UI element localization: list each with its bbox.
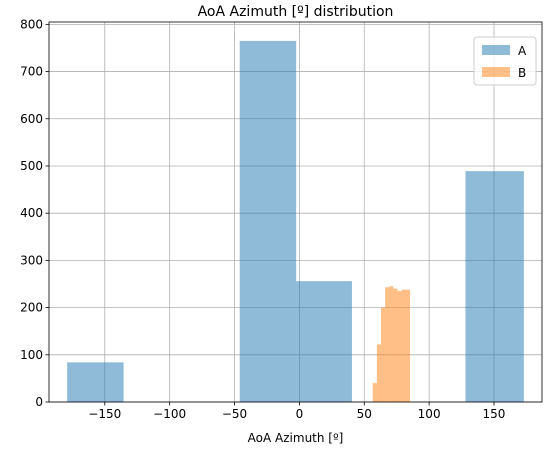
x-tick-label: −50 [222,407,247,421]
histogram-bar-b [372,383,377,402]
histogram-bar-a [67,362,124,402]
histogram-bar-b [389,286,394,402]
histogram-bar-b [405,289,411,402]
x-axis-ticks: −150 −100 −50 0 50 100 150 [88,402,505,421]
y-tick-label: 0 [35,395,43,409]
chart-title: AoA Azimuth [º] distribution [198,4,394,20]
histogram-bar-b [393,288,398,402]
legend-label-b: B [518,66,526,80]
y-tick-label: 300 [20,253,43,267]
y-tick-label: 800 [20,17,43,31]
y-tick-label: 600 [20,112,43,126]
y-tick-label: 700 [20,65,43,79]
histogram-bar-b [385,287,390,402]
histogram-bar-b [397,291,402,402]
legend-label-a: A [518,44,527,58]
histogram-bar-a [296,281,352,402]
y-tick-label: 500 [20,159,43,173]
histogram-bar-a [465,171,524,402]
x-tick-label: 100 [418,407,441,421]
x-tick-label: 0 [296,407,304,421]
y-tick-label: 100 [20,348,43,362]
histogram-bar-b [380,307,386,402]
x-tick-label: 50 [357,407,372,421]
y-tick-label: 200 [20,301,43,315]
y-tick-label: 400 [20,206,43,220]
histogram-bar-b [401,289,406,402]
legend-swatch-b [482,67,510,77]
histogram-bar-b [376,344,381,402]
x-tick-label: −100 [153,407,186,421]
histogram-bars [67,40,524,402]
x-axis-label: AoA Azimuth [º] [248,431,344,445]
plot-frame [48,21,543,403]
legend-swatch-a [482,45,510,55]
x-tick-label: −150 [88,407,121,421]
legend-box [473,36,537,86]
x-tick-label: 150 [483,407,506,421]
legend: AB [473,36,537,86]
y-axis-ticks: 0 100 200 300 400 500 600 700 800 [20,17,49,409]
histogram-bar-a [239,40,297,402]
